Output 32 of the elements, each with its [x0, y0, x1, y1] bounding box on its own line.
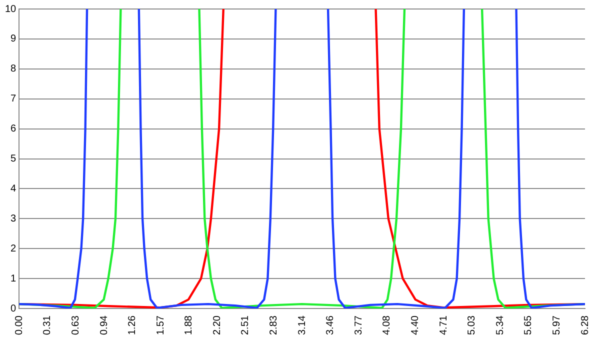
x-tick-label: 2.83 — [268, 315, 280, 336]
y-tick-label: 7 — [10, 94, 17, 105]
x-tick-label: 2.20 — [212, 315, 223, 336]
y-tick-label: 3 — [10, 213, 17, 224]
x-tick-label: 1.26 — [127, 315, 138, 336]
y-tick-label: 9 — [10, 34, 17, 45]
x-tick-label: 2.51 — [240, 315, 252, 336]
y-tick-label: 8 — [10, 64, 17, 75]
x-tick-label: 3.14 — [296, 315, 308, 336]
x-tick-label: 4.71 — [438, 315, 450, 336]
x-tick-label: 0.31 — [42, 315, 54, 336]
x-tick-label: 3.46 — [325, 315, 336, 336]
x-tick-label: 5.97 — [551, 315, 562, 336]
y-tick-label: 6 — [10, 124, 17, 135]
x-tick-label: 5.03 — [466, 315, 478, 336]
x-tick-label: 4.40 — [410, 315, 421, 336]
x-tick-label: 0.00 — [14, 315, 25, 336]
y-tick-label: 5 — [10, 154, 17, 165]
x-tick-label: 1.57 — [155, 315, 166, 336]
x-tick-label: 5.34 — [494, 315, 506, 336]
x-tick-label: 1.88 — [184, 315, 195, 336]
x-tick-label: 4.08 — [382, 315, 393, 336]
x-tick-label: 0.94 — [98, 315, 110, 336]
y-tick-label: 2 — [10, 243, 17, 254]
y-tick-label: 4 — [10, 183, 17, 194]
x-tick-label: 3.77 — [353, 315, 364, 336]
y-tick-label: 1 — [10, 273, 17, 284]
x-tick-label: 6.28 — [580, 315, 591, 336]
x-tick-label: 5.65 — [523, 315, 534, 336]
x-tick-label: 0.63 — [70, 315, 82, 336]
y-tick-label: 0 — [10, 303, 17, 314]
y-tick-label: 10 — [5, 4, 17, 15]
